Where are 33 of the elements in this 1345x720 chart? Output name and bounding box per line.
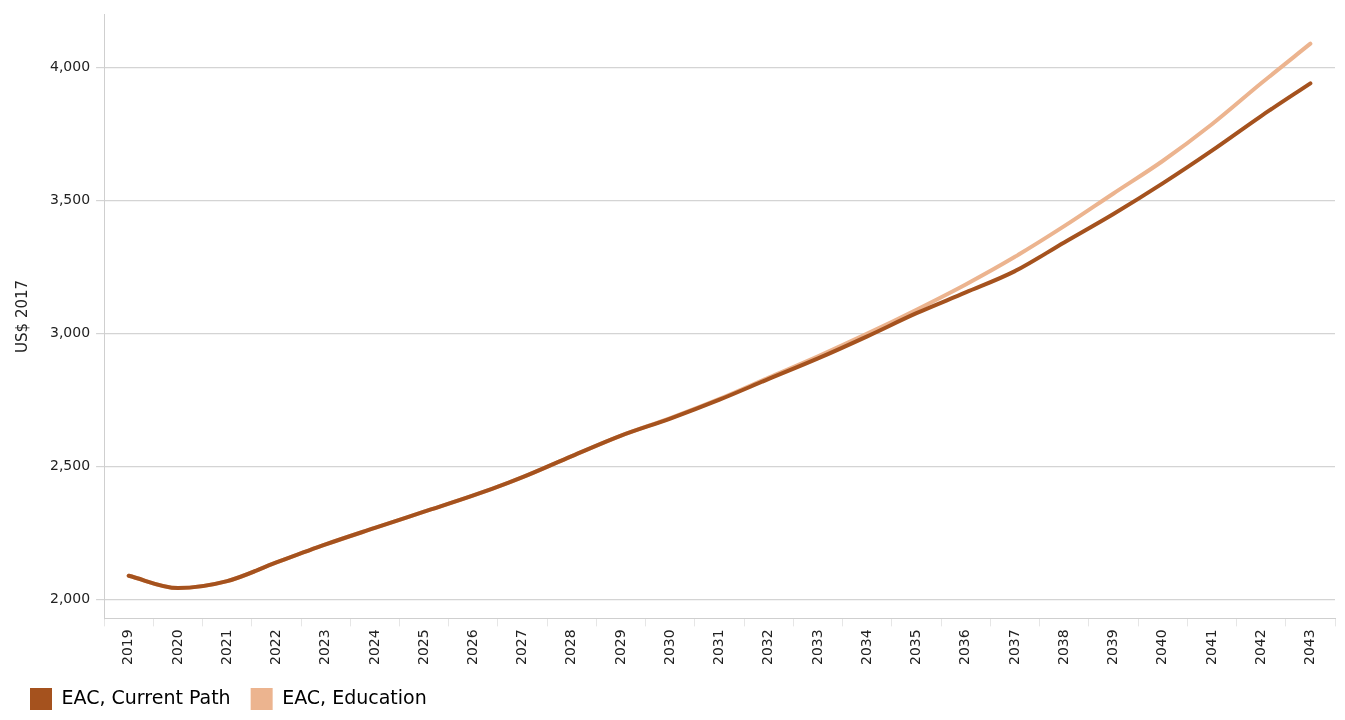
x-tick-label: 2025 — [414, 629, 431, 666]
x-tick-label: 2030 — [660, 629, 677, 666]
x-tick-label: 2020 — [168, 629, 185, 666]
x-tick-label: 2034 — [857, 629, 874, 666]
x-tick-label: 2037 — [1005, 629, 1022, 666]
y-tick-label: 2,500 — [49, 457, 91, 474]
y-tick-label: 3,500 — [49, 191, 91, 208]
x-tick-label: 2027 — [513, 629, 530, 666]
x-tick-label: 2040 — [1153, 629, 1170, 666]
x-tick-label: 2023 — [316, 629, 333, 666]
x-tick-label: 2036 — [956, 629, 973, 666]
y-axis-title: US$ 2017 — [12, 279, 31, 353]
y-tick-label: 4,000 — [49, 58, 91, 75]
x-tick-label: 2031 — [710, 629, 727, 666]
legend-label: EAC, Current Path — [61, 685, 231, 708]
x-tick-label: 2029 — [611, 629, 628, 666]
x-tick-label: 2028 — [562, 629, 579, 666]
x-tick-label: 2041 — [1202, 629, 1219, 666]
legend-label: EAC, Education — [282, 685, 427, 708]
x-tick-label: 2042 — [1251, 629, 1268, 666]
x-tick-label: 2026 — [464, 629, 480, 666]
x-tick-label: 2039 — [1104, 629, 1121, 666]
x-tick-label: 2038 — [1054, 629, 1071, 666]
x-tick-label: 2033 — [808, 629, 825, 666]
x-tick-label: 2021 — [217, 629, 234, 666]
x-tick-label: 2035 — [907, 629, 924, 666]
y-tick-label: 3,000 — [49, 324, 91, 341]
x-tick-label: 2032 — [759, 629, 776, 666]
x-tick-label: 2024 — [365, 629, 382, 666]
x-tick-label: 2019 — [119, 629, 136, 666]
y-tick-label: 2,000 — [49, 590, 91, 607]
x-tick-label: 2022 — [267, 629, 284, 666]
x-tick-label: 2043 — [1301, 629, 1318, 666]
